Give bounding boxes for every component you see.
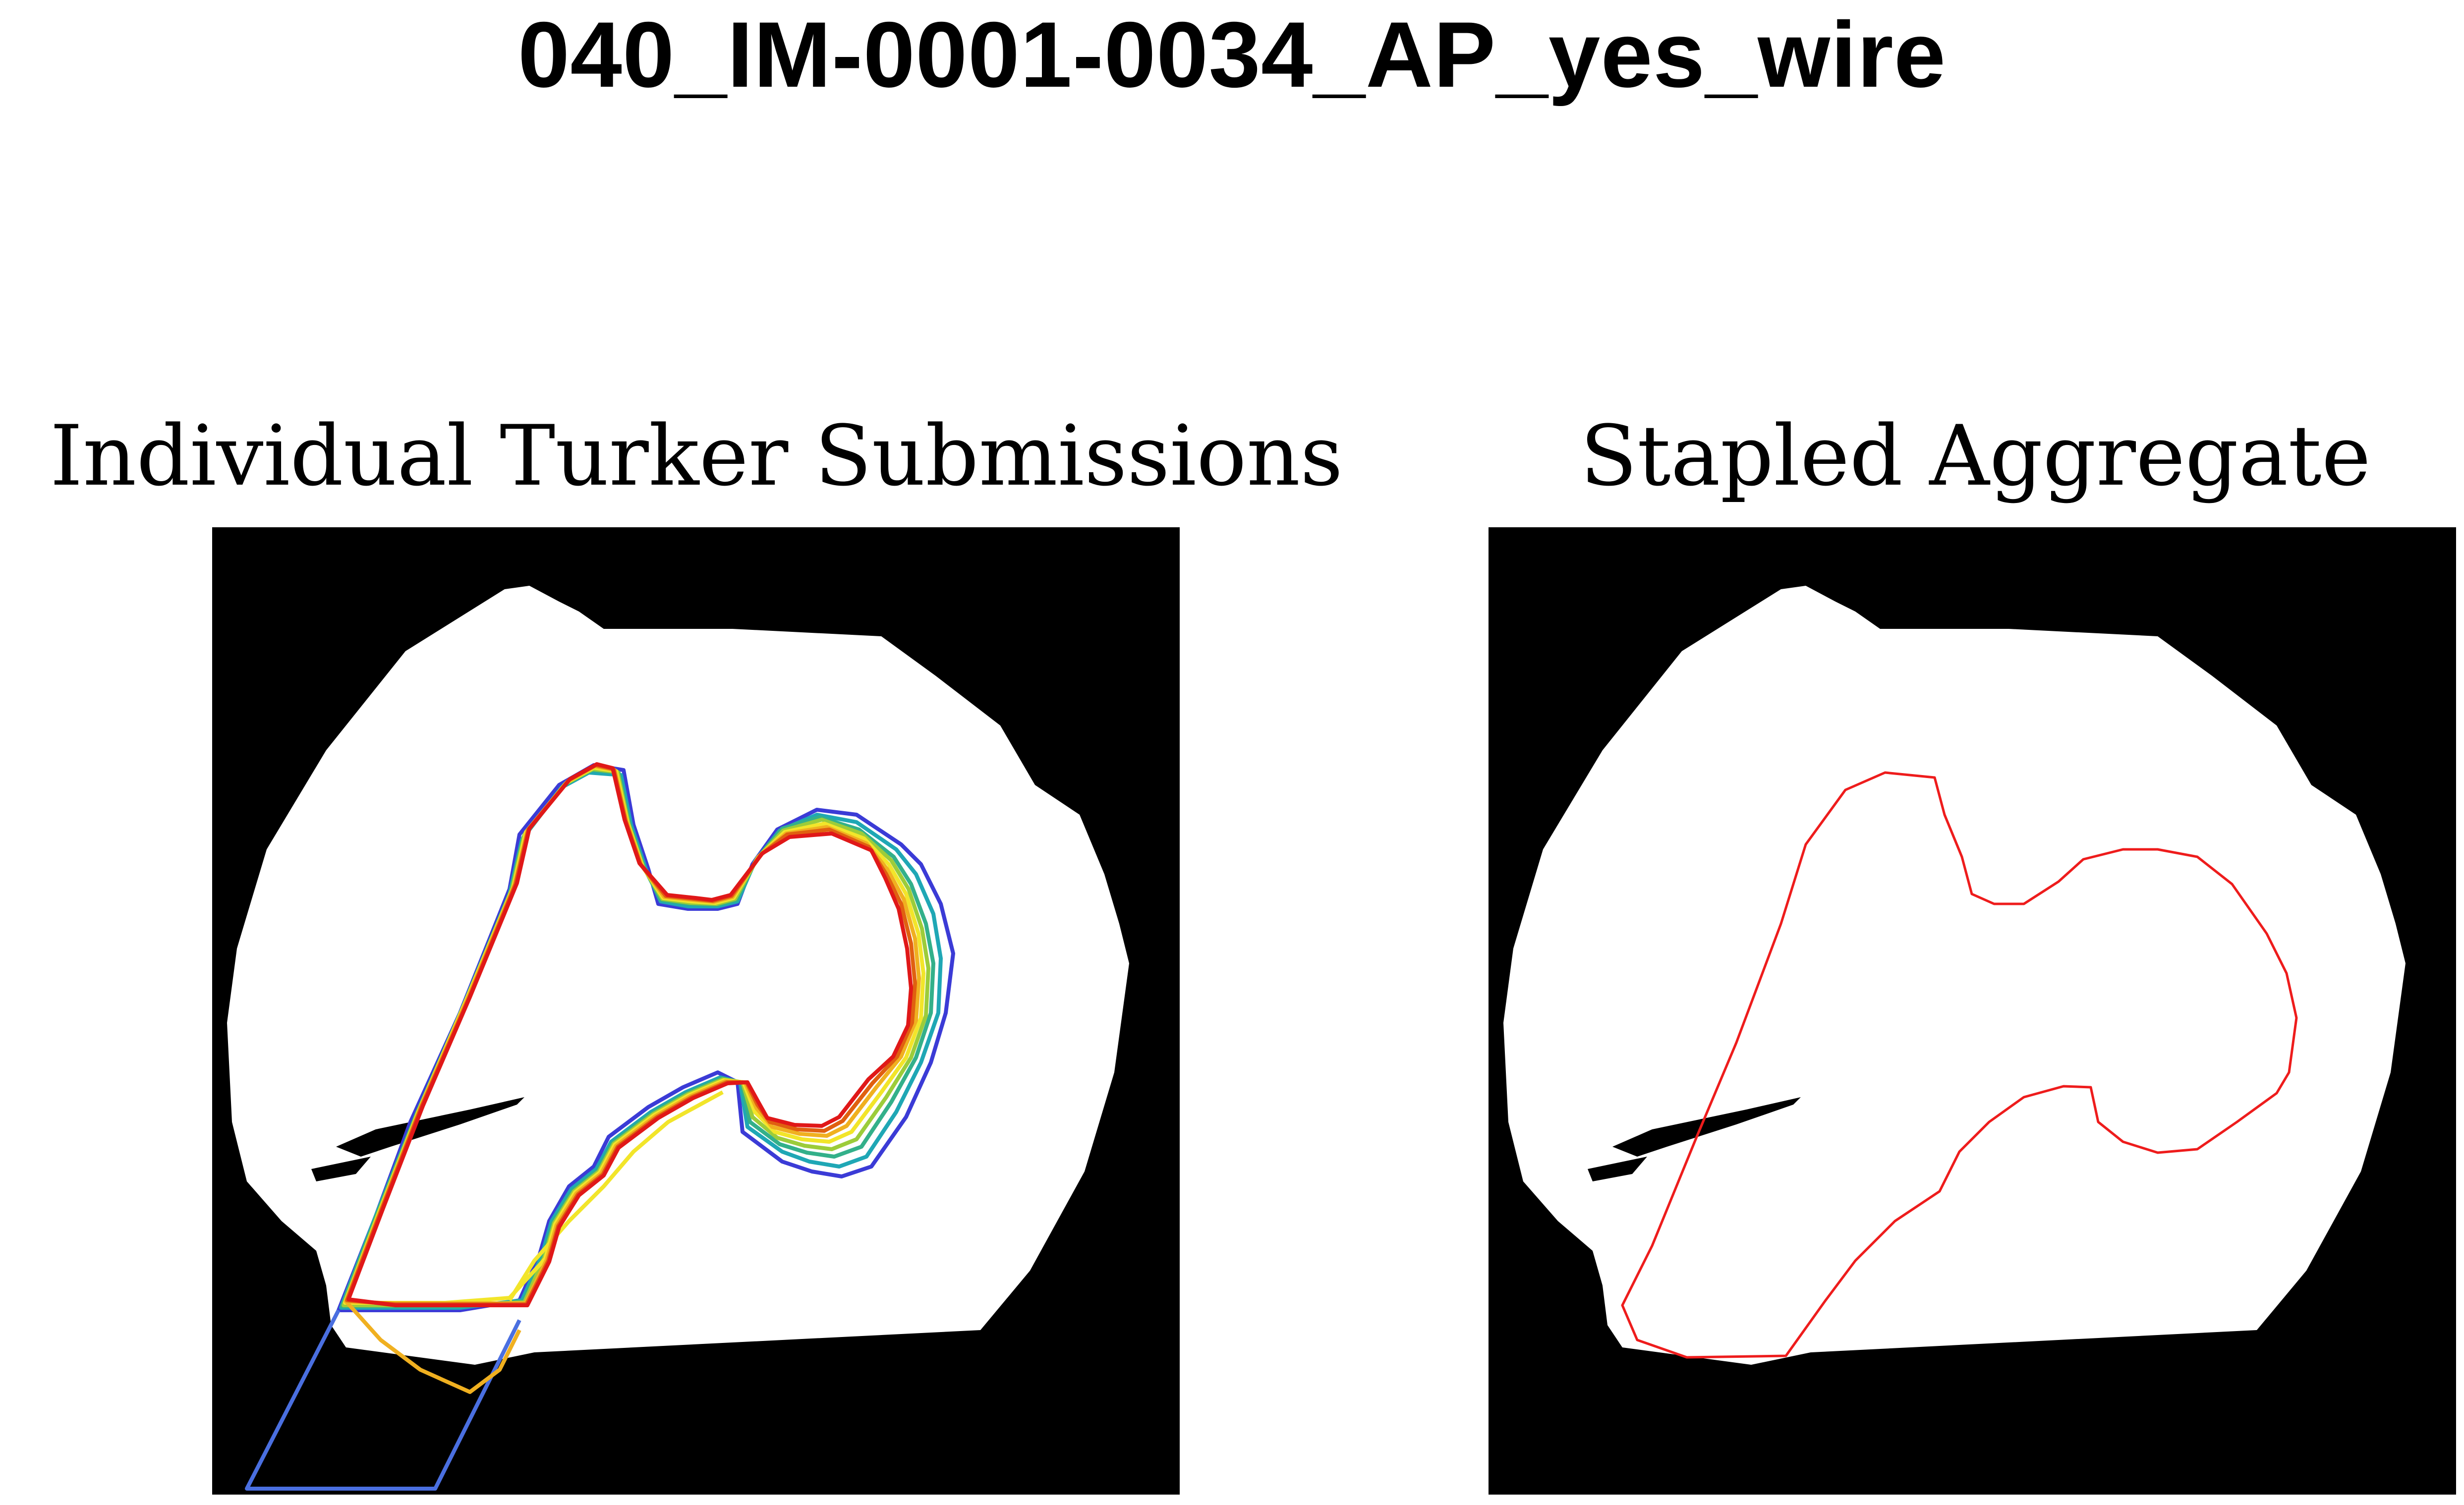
panel-title-aggregate: Stapled Aggregate xyxy=(1580,407,2371,504)
wire-artifact xyxy=(1612,1097,1801,1157)
xray-field xyxy=(227,586,1129,1365)
aggregate-outline xyxy=(1621,771,2298,1359)
trace-amber-tail xyxy=(344,1300,521,1394)
panel-title-individual: Individual Turker Submissions xyxy=(50,407,1343,504)
trace-royal xyxy=(245,1309,521,1491)
figure-title: 040_IM-0001-0034_AP_yes_wire xyxy=(517,2,1947,107)
individual-submissions-svg xyxy=(212,527,1180,1495)
wire-artifact xyxy=(336,1097,524,1157)
wire-tail xyxy=(311,1157,371,1181)
wire-tail xyxy=(1588,1157,1647,1181)
stapled-aggregate-image xyxy=(1489,527,2456,1495)
turker-traces xyxy=(245,762,955,1491)
trace-yellow-alt xyxy=(508,1090,724,1302)
xray-field xyxy=(1503,586,2406,1365)
stapled-aggregate-svg xyxy=(1489,527,2456,1495)
trace-red xyxy=(346,762,913,1307)
individual-submissions-image xyxy=(212,527,1180,1495)
